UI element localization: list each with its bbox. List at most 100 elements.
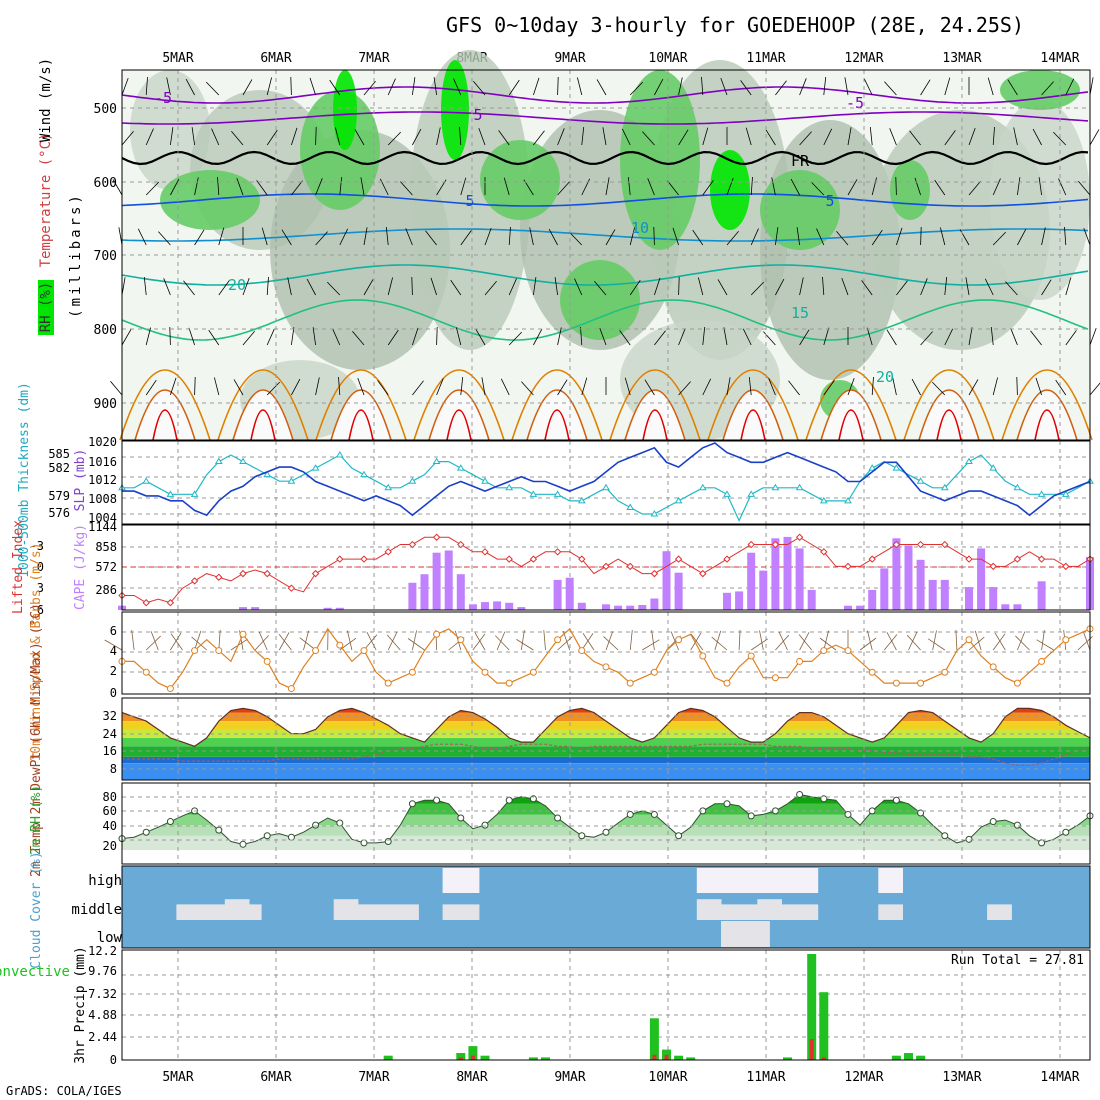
wind-barb xyxy=(726,177,734,196)
wind-barb xyxy=(191,127,195,146)
wind-barb xyxy=(750,176,753,196)
wind-barb xyxy=(886,329,897,346)
cloud-high-bar xyxy=(757,868,770,893)
wind-barb xyxy=(629,227,635,246)
wind-barb xyxy=(170,178,180,196)
wind-barb xyxy=(1058,178,1067,196)
wind-barb xyxy=(654,277,661,296)
precip-convective-bar xyxy=(664,1054,669,1060)
panel-frame xyxy=(121,69,1091,441)
date-label-top: 12MAR xyxy=(844,51,883,66)
precip-total-bar xyxy=(383,1055,393,1060)
wind-barb xyxy=(145,379,157,396)
cape-bar xyxy=(614,605,623,610)
precip-tick: 2.44 xyxy=(88,1030,117,1044)
wind-barb xyxy=(503,177,510,196)
temp-contour xyxy=(642,409,668,441)
lifted-index-marker xyxy=(699,569,707,578)
wind-barb xyxy=(557,181,570,196)
temp-contour xyxy=(446,409,472,441)
wind-barb xyxy=(266,129,278,146)
wind-barb xyxy=(654,78,664,96)
wind-barb xyxy=(533,130,545,146)
wind-barb xyxy=(256,180,268,196)
wind-barb xyxy=(678,77,683,96)
wind-speed-marker xyxy=(844,647,852,655)
wind-speed-marker xyxy=(602,663,610,671)
temp-bands xyxy=(122,708,1090,780)
rh-marker xyxy=(650,810,658,818)
temp-contour xyxy=(609,369,701,441)
rh-marker xyxy=(408,800,416,808)
wind-barb xyxy=(405,228,413,246)
wind-barb-10m xyxy=(690,633,704,651)
rh-region-high xyxy=(620,70,700,250)
wind-barb xyxy=(1041,81,1054,96)
rh-marker xyxy=(989,818,997,826)
date-label-bottom: 14MAR xyxy=(1040,1070,1079,1085)
precip-convective-bar xyxy=(470,1055,475,1060)
rh-marker xyxy=(142,828,150,836)
wind-barb xyxy=(745,127,752,146)
wind-barb xyxy=(627,177,631,196)
wind-barb-10m xyxy=(955,629,958,651)
wind-barb xyxy=(884,81,897,96)
wind-barb xyxy=(763,331,776,346)
wind-speed-marker xyxy=(142,668,150,676)
thickness-marker xyxy=(1037,490,1046,497)
wind-barb-10m xyxy=(738,629,741,651)
date-label-top: 10MAR xyxy=(648,51,687,66)
rh-tick: 60 xyxy=(103,804,117,818)
wind-barb xyxy=(596,79,607,96)
wind-barb xyxy=(1065,330,1077,346)
cloud-middle-bar xyxy=(333,899,347,920)
wind-barb xyxy=(944,130,956,146)
wind-barb xyxy=(968,379,979,396)
wind-speed-marker xyxy=(626,679,634,687)
wind-barb-10m xyxy=(581,633,594,651)
pressure-tick: 600 xyxy=(94,176,117,191)
temp-contour xyxy=(121,264,1089,286)
cape-bar xyxy=(553,579,562,610)
temp-tick: 32 xyxy=(103,709,117,723)
wind-barb-10m xyxy=(927,638,946,651)
cape-bar xyxy=(904,545,913,610)
precip-tick: 7.32 xyxy=(88,987,117,1001)
date-label-bottom: 10MAR xyxy=(648,1070,687,1085)
cape-bar xyxy=(323,607,332,610)
lifted-index-marker xyxy=(868,555,876,563)
wind-barb-10m xyxy=(170,633,183,651)
wind-barb xyxy=(1005,281,1018,296)
wind-barb xyxy=(329,79,341,96)
lifted-index-marker xyxy=(360,555,368,563)
wind-barb xyxy=(363,279,374,296)
wind-barb xyxy=(484,227,492,246)
rh-marker xyxy=(166,818,174,826)
rh-region-high xyxy=(760,170,840,250)
cloud-low-bar xyxy=(733,921,746,947)
cloud-high-bar xyxy=(781,868,795,893)
wind-barb xyxy=(1041,279,1052,296)
wind-barb xyxy=(968,327,973,346)
wind-barb xyxy=(163,278,171,296)
wind-speed-marker xyxy=(796,657,804,665)
lifted-index-tick: 0 xyxy=(37,560,44,574)
lifted-index-marker xyxy=(190,577,199,585)
wind-barb xyxy=(145,327,151,346)
cloud-middle-bar xyxy=(394,904,407,920)
wind-barb xyxy=(1055,379,1067,396)
date-axis-top: 5MAR6MAR7MAR8MAR9MAR10MAR11MAR12MAR13MAR… xyxy=(162,51,1079,66)
wind-barb-10m xyxy=(883,634,898,651)
lifted-index-marker xyxy=(723,555,731,563)
rh-tick: 20 xyxy=(103,839,117,853)
cape-bar xyxy=(783,536,792,610)
cloud-high-bar xyxy=(733,868,746,893)
cape-bar xyxy=(493,601,502,610)
slp-tick: 1020 xyxy=(88,435,117,449)
rh-marker xyxy=(1038,839,1046,847)
wind-speed-marker xyxy=(408,668,416,676)
wind-barb xyxy=(206,81,220,96)
wind-speed-marker xyxy=(675,636,683,644)
